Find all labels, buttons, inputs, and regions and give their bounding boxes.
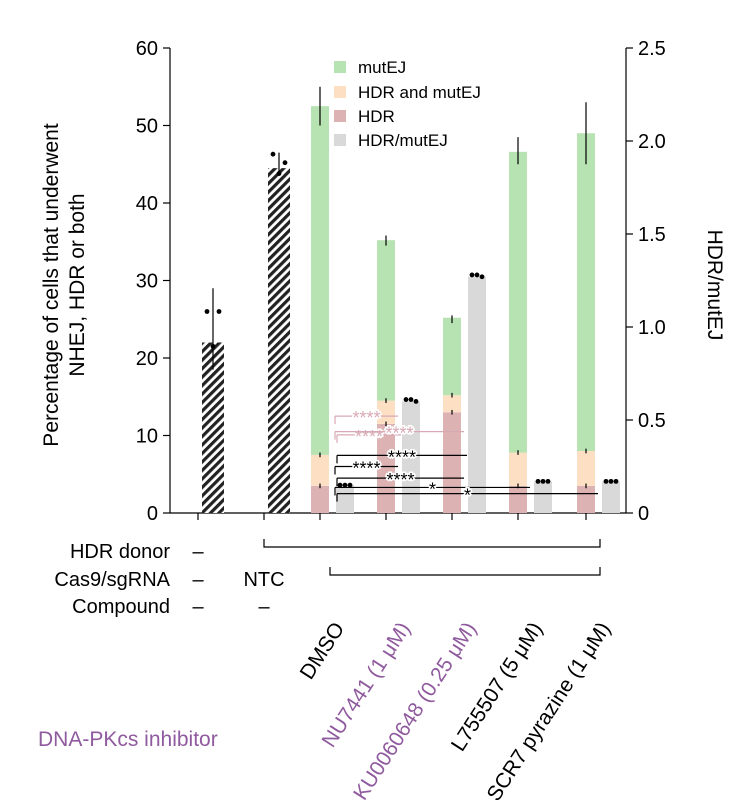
significance-label: **** <box>386 470 414 490</box>
row-label-hdr-donor: HDR donor <box>70 541 170 563</box>
left-y-tick-label: 30 <box>136 271 158 293</box>
ratio-point <box>337 482 343 488</box>
compound-dash-2: – <box>258 596 270 618</box>
right-y-ticks: 0 0.5 1.0 1.5 2.0 2.5 <box>626 38 666 525</box>
left-y-axis-label-line2: NHEJ, HDR or both <box>66 193 89 376</box>
stacked-segment-hdr-and-mutej <box>443 395 461 413</box>
ratio-point <box>342 482 348 488</box>
right-y-tick-label: 0.5 <box>638 410 666 432</box>
ratio-point <box>479 274 485 280</box>
left-y-tick-label: 40 <box>136 193 158 215</box>
group-annotation: DNA-PKcs inhibitor <box>38 728 218 751</box>
left-y-axis-label-line1: Percentage of cells that underwent <box>40 123 63 447</box>
stacked-segment-hdr <box>509 485 527 513</box>
left-y-tick-label: 50 <box>136 116 158 138</box>
ratio-point <box>347 482 353 488</box>
right-y-tick-label: 0 <box>638 503 649 525</box>
legend-swatch-hdr-and-mutej <box>334 86 346 98</box>
significance-label: **** <box>355 427 383 447</box>
stacked-segment-hdr <box>577 485 595 513</box>
left-y-tick-label: 20 <box>136 348 158 370</box>
legend-label-ratio: HDR/mutEJ <box>358 131 448 150</box>
cas9-bracket <box>329 567 601 576</box>
stacked-segment-mutej <box>577 133 595 451</box>
stacked-segment-hdr-and-mutej <box>509 452 527 486</box>
x-tick-label: KU0060648 (0.25 μM) <box>349 618 481 800</box>
significance-label: * <box>464 486 471 506</box>
cas9-dash-1: – <box>192 569 204 591</box>
stacked-segment-hdr-and-mutej <box>577 451 595 486</box>
right-y-tick-label: 2.5 <box>638 38 666 60</box>
right-y-tick-label: 1.0 <box>638 317 666 339</box>
ratio-point <box>469 272 475 278</box>
legend-label-mutej: mutEJ <box>358 58 406 77</box>
ratio-point <box>413 399 419 404</box>
ratio-point <box>603 478 609 484</box>
significance-brackets: ******** **************** * * <box>334 407 598 507</box>
left-y-tick-label: 60 <box>136 38 158 60</box>
stacked-segment-hdr <box>377 423 395 513</box>
ratio-point <box>403 397 409 402</box>
left-y-ticks: 0 10 20 30 40 50 60 <box>136 38 587 525</box>
stacked-segment-mutej <box>509 151 527 453</box>
ratio-point <box>408 397 414 402</box>
right-y-tick-label: 2.0 <box>638 131 666 153</box>
control-point <box>216 309 222 314</box>
control-bar <box>268 168 290 513</box>
ratio-bar <box>468 276 486 513</box>
legend-swatch-mutej <box>334 61 346 73</box>
legend-label-hdr: HDR <box>358 107 395 126</box>
cas9-ntc-label: NTC <box>243 569 284 591</box>
stacked-segment-mutej <box>377 240 395 401</box>
right-y-axis-label: HDR/mutEJ <box>703 230 726 341</box>
right-y-tick-label: 1.5 <box>638 224 666 246</box>
ratio-point <box>535 478 541 484</box>
stacked-segment-hdr-and-mutej <box>311 454 329 486</box>
left-y-tick-label: 10 <box>136 426 158 448</box>
control-point <box>210 343 216 349</box>
ratio-bar <box>336 485 354 513</box>
stacked-segment-mutej <box>443 317 461 396</box>
ratio-point <box>474 272 480 278</box>
control-point <box>270 151 276 157</box>
row-label-cas9: Cas9/sgRNA <box>54 569 170 591</box>
control-point <box>204 309 210 314</box>
x-tick-label: DMSO <box>296 618 350 683</box>
stacked-bars <box>311 86 620 513</box>
stacked-segment-hdr <box>443 412 461 513</box>
significance-label: **** <box>352 408 380 428</box>
control-point <box>276 171 282 176</box>
control-point <box>282 160 288 166</box>
condition-rows: HDR donor Cas9/sgRNA Compound – – – NTC … <box>54 539 601 618</box>
significance-label: * <box>429 479 436 499</box>
stacked-segment-mutej <box>311 106 329 455</box>
stacked-segment-hdr <box>311 485 329 513</box>
ratio-point <box>608 478 614 484</box>
significance-label: **** <box>385 424 413 444</box>
control-bar <box>202 342 224 513</box>
compound-dash-1: – <box>192 596 204 618</box>
legend-swatch-hdr <box>334 110 346 122</box>
significance-label: **** <box>388 447 416 467</box>
hdr-donor-bracket <box>263 539 601 548</box>
legend: mutEJ HDR and mutEJ HDR HDR/mutEJ <box>334 58 481 150</box>
x-tick-label: SCR7 pyrazine (1 μM) <box>483 618 616 800</box>
stacked-segment-hdr-and-mutej <box>377 400 395 424</box>
ratio-bar <box>402 401 420 513</box>
ratio-bar <box>534 481 552 513</box>
significance-label: **** <box>352 459 380 479</box>
control-bars <box>202 151 290 513</box>
ratio-point <box>613 478 619 484</box>
legend-label-hdr-and-mutej: HDR and mutEJ <box>358 83 481 102</box>
ratio-point <box>540 478 546 484</box>
ratio-bar <box>602 481 620 513</box>
hdr-donor-dash-1: – <box>192 541 204 563</box>
legend-swatch-ratio <box>334 134 346 146</box>
row-label-compound: Compound <box>72 596 170 618</box>
ratio-point <box>545 478 551 484</box>
left-y-tick-label: 0 <box>147 503 158 525</box>
